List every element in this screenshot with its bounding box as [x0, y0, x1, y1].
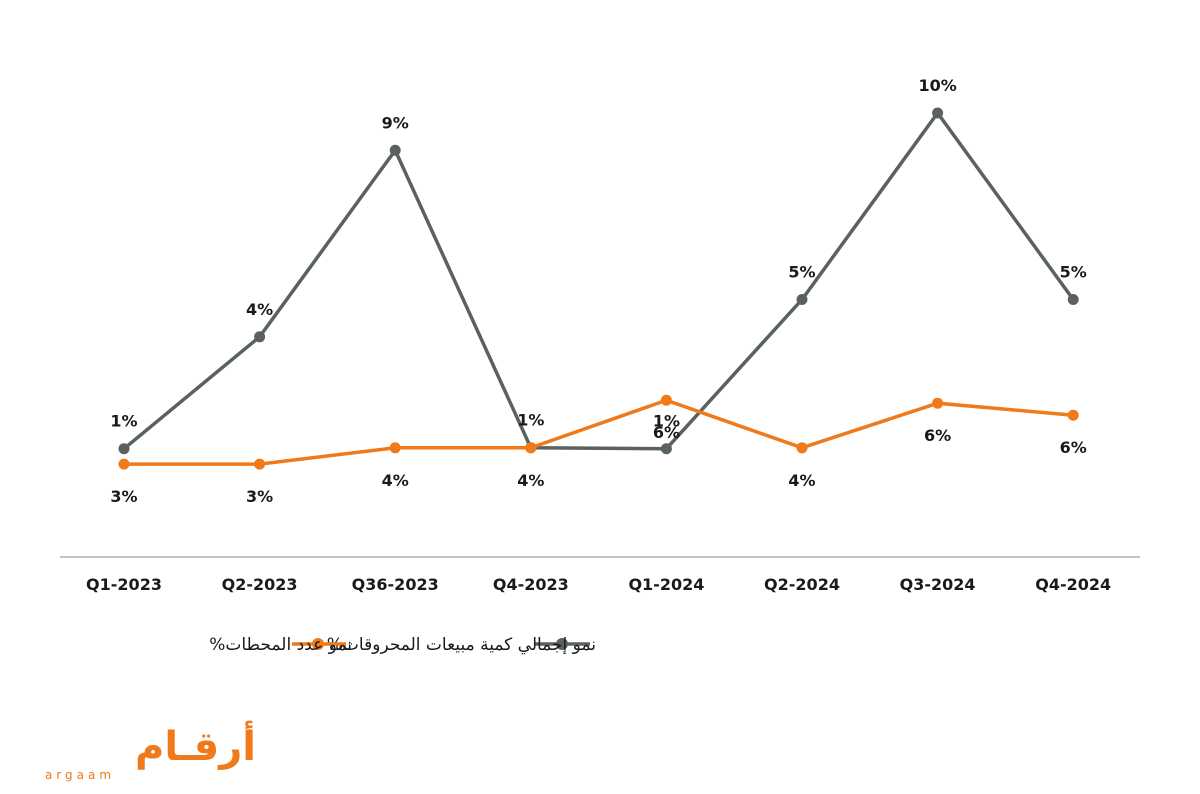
series-1-data-label: 3%: [110, 487, 137, 506]
series-1-data-label: 6%: [653, 423, 680, 442]
series-0-point: [118, 443, 130, 455]
series-line-1: [124, 398, 1074, 466]
x-tick-label: Q2-2023: [222, 575, 298, 594]
series-0-data-label: 4%: [246, 300, 273, 319]
series-0-data-label: 1%: [517, 411, 544, 430]
x-tick-label: Q4-2023: [493, 575, 569, 594]
series-1-point: [1067, 409, 1079, 421]
x-tick-label: Q1-2024: [628, 575, 704, 594]
series-1-data-label: 4%: [382, 471, 409, 490]
legend-marker-fuel-sales: [556, 638, 568, 650]
series-1-data-label: 3%: [246, 487, 273, 506]
series-1-data-label: 4%: [517, 471, 544, 490]
series-1-point: [118, 458, 130, 470]
series-1-data-label: 4%: [788, 471, 815, 490]
series-1-point: [932, 397, 944, 409]
series-0-data-label: 5%: [788, 263, 815, 282]
legend-marker-stations: [312, 638, 324, 650]
series-1-point: [796, 442, 808, 454]
series-0-data-label: 9%: [382, 113, 409, 132]
series-1-data-label: 6%: [1060, 438, 1087, 457]
series-0-point: [1067, 294, 1079, 305]
series-0-point: [389, 144, 401, 156]
series-0-data-label: 1%: [110, 412, 137, 431]
series-0-point: [796, 294, 808, 305]
series-1-point: [389, 442, 401, 454]
x-tick-label: Q3-2024: [900, 575, 976, 594]
series-1-point: [525, 442, 537, 454]
series-0-point: [254, 331, 266, 343]
legend: نمو إجمالي كمية مبيعات المحروقات% نمو عد…: [209, 635, 596, 655]
series-0-data-label: 10%: [918, 76, 956, 95]
logo-arabic-text: أرقـام: [135, 720, 256, 770]
series-0-data-label: 1%: [653, 412, 680, 431]
series-0-data-label: 5%: [1060, 263, 1087, 282]
series-1-point: [254, 458, 266, 470]
x-tick-label: Q1-2023: [86, 575, 162, 594]
series-line-0: [122, 110, 1075, 451]
legend-item-fuel-sales: نمو إجمالي كمية مبيعات المحروقات%: [327, 635, 596, 655]
series-1-data-label: 6%: [924, 426, 951, 445]
x-axis-ticks: Q1-2023 Q2-2023 Q36-2023 Q4-2023 Q1-2024 Q2-2…: [86, 575, 1111, 594]
logo-latin-text: argaam: [45, 768, 115, 782]
legend-item-stations: نمو عدد المحطات%: [209, 635, 352, 655]
x-tick-label: Q36-2023: [352, 575, 439, 594]
series-0-point: [660, 443, 672, 455]
legend-label-stations: نمو عدد المحطات%: [209, 635, 352, 655]
series-1-point: [660, 394, 672, 406]
series-0-point: [932, 107, 944, 119]
legend-label-fuel-sales: نمو إجمالي كمية مبيعات المحروقات%: [327, 635, 596, 655]
argaam-logo: أرقـام argaam: [45, 720, 256, 782]
x-tick-label: Q4-2024: [1035, 575, 1111, 594]
plot-area: 1% 4% 9% 1% 1% 5% 10% 5% 3% 3% 4% 4% 6% 4% 6% 6%: [110, 76, 1086, 506]
x-tick-label: Q2-2024: [764, 575, 840, 594]
